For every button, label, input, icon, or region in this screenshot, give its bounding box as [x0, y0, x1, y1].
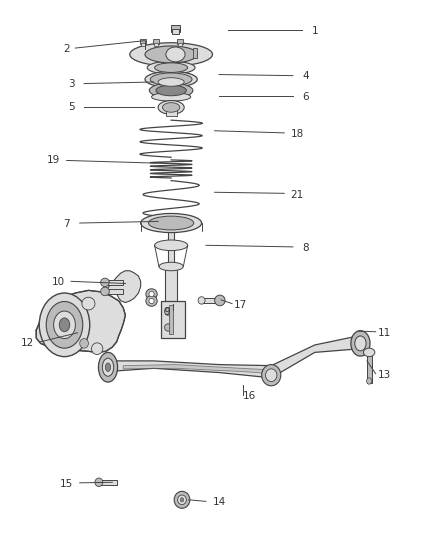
Text: 19: 19 [47, 156, 60, 165]
Ellipse shape [147, 61, 195, 74]
Ellipse shape [351, 330, 370, 356]
Ellipse shape [174, 491, 190, 508]
Ellipse shape [101, 287, 110, 296]
Ellipse shape [166, 47, 185, 62]
Ellipse shape [146, 289, 157, 300]
Ellipse shape [367, 378, 372, 384]
Ellipse shape [156, 85, 186, 96]
Bar [177, 39, 183, 44]
Text: 16: 16 [243, 391, 256, 401]
Ellipse shape [165, 324, 172, 331]
Ellipse shape [146, 296, 157, 306]
Polygon shape [36, 290, 125, 352]
Polygon shape [108, 335, 360, 378]
Ellipse shape [355, 336, 366, 351]
Text: 8: 8 [303, 243, 309, 253]
Text: 14: 14 [212, 497, 226, 507]
Ellipse shape [80, 338, 88, 348]
Ellipse shape [82, 297, 95, 310]
Bar [169, 305, 173, 334]
Ellipse shape [145, 46, 197, 63]
Ellipse shape [261, 365, 281, 386]
Ellipse shape [106, 363, 111, 372]
Ellipse shape [148, 216, 194, 230]
Ellipse shape [149, 298, 154, 304]
Ellipse shape [102, 358, 114, 376]
Ellipse shape [198, 297, 205, 304]
Ellipse shape [150, 73, 192, 86]
Ellipse shape [364, 348, 375, 357]
Text: 4: 4 [303, 70, 309, 80]
Bar [141, 43, 145, 46]
Bar [153, 39, 159, 44]
Text: 3: 3 [68, 78, 74, 88]
Text: 21: 21 [291, 190, 304, 200]
Polygon shape [123, 365, 271, 374]
Ellipse shape [99, 352, 117, 382]
Ellipse shape [158, 101, 184, 114]
Ellipse shape [215, 295, 225, 306]
Text: 17: 17 [234, 300, 247, 310]
Text: 1: 1 [311, 26, 318, 36]
Ellipse shape [178, 495, 186, 505]
Bar [178, 43, 182, 46]
Bar [106, 280, 123, 285]
Ellipse shape [46, 302, 83, 348]
Text: 6: 6 [303, 92, 309, 102]
Bar [140, 39, 146, 44]
Ellipse shape [95, 478, 103, 487]
Bar [166, 110, 177, 116]
Bar [165, 266, 177, 335]
Bar [106, 289, 123, 294]
Ellipse shape [92, 343, 103, 354]
Ellipse shape [59, 318, 70, 332]
Bar [171, 25, 180, 31]
Ellipse shape [149, 292, 154, 297]
Bar [193, 48, 197, 58]
Ellipse shape [141, 214, 201, 232]
Ellipse shape [158, 78, 184, 86]
Polygon shape [106, 271, 141, 303]
Text: 13: 13 [378, 370, 391, 380]
Bar [99, 480, 117, 484]
Ellipse shape [180, 498, 184, 502]
Ellipse shape [101, 278, 110, 287]
Ellipse shape [155, 63, 187, 72]
Ellipse shape [159, 262, 184, 271]
Ellipse shape [39, 293, 90, 357]
Bar [154, 43, 158, 46]
Ellipse shape [130, 43, 212, 66]
Text: 18: 18 [291, 129, 304, 139]
Bar [168, 228, 174, 290]
Text: 15: 15 [60, 479, 73, 489]
Text: 9: 9 [163, 306, 170, 317]
Bar [172, 29, 179, 34]
Text: 11: 11 [378, 328, 391, 338]
Ellipse shape [152, 93, 191, 101]
Bar [201, 298, 219, 303]
Text: 7: 7 [64, 219, 70, 229]
Text: 10: 10 [51, 277, 64, 287]
Ellipse shape [149, 83, 193, 98]
Text: 12: 12 [21, 338, 34, 349]
Ellipse shape [162, 103, 180, 112]
Ellipse shape [53, 311, 75, 338]
Bar [367, 354, 371, 383]
Ellipse shape [145, 71, 197, 87]
Ellipse shape [265, 369, 277, 382]
Text: 2: 2 [64, 44, 70, 54]
Ellipse shape [165, 308, 172, 316]
Bar [161, 301, 185, 338]
Ellipse shape [155, 240, 187, 251]
Text: 5: 5 [68, 102, 74, 112]
